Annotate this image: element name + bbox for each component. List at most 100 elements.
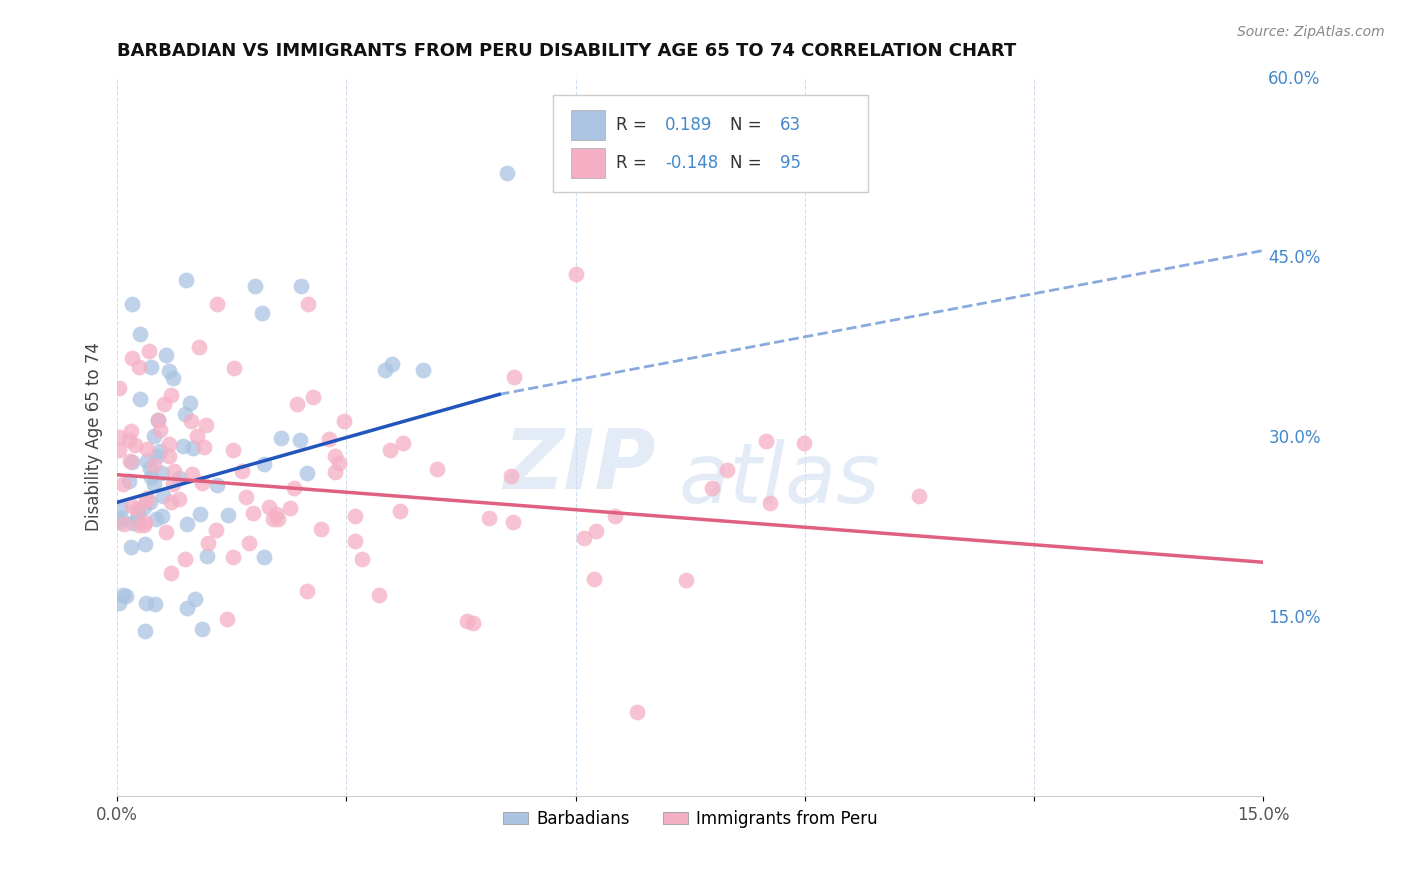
Point xyxy=(174,273,197,287)
Y-axis label: Disability Age 65 to 74: Disability Age 65 to 74 xyxy=(86,342,103,531)
Point xyxy=(716,463,738,477)
Point xyxy=(139,460,162,475)
Point xyxy=(181,467,204,482)
Point xyxy=(146,413,169,427)
Point xyxy=(148,413,170,427)
Point xyxy=(323,465,346,479)
Point xyxy=(290,279,312,293)
Point xyxy=(323,449,346,463)
Point xyxy=(188,507,211,521)
Point xyxy=(257,500,280,514)
Point xyxy=(120,541,142,555)
Point xyxy=(328,456,350,470)
Point xyxy=(110,511,132,525)
Point xyxy=(270,431,292,445)
Point xyxy=(134,537,156,551)
Point xyxy=(129,327,152,342)
Text: N =: N = xyxy=(730,154,768,172)
Point xyxy=(759,496,782,510)
Legend: Barbadians, Immigrants from Peru: Barbadians, Immigrants from Peru xyxy=(496,803,884,835)
Point xyxy=(152,509,174,524)
Point xyxy=(179,396,201,410)
Point xyxy=(381,358,404,372)
Point xyxy=(380,443,402,458)
Point xyxy=(162,477,184,491)
Point xyxy=(121,499,143,513)
Text: 95: 95 xyxy=(780,154,800,172)
Point xyxy=(368,589,391,603)
Point xyxy=(160,566,183,581)
Point xyxy=(235,491,257,505)
Point xyxy=(499,468,522,483)
Point xyxy=(132,517,155,532)
Point xyxy=(290,434,312,448)
Point xyxy=(129,392,152,407)
Point xyxy=(127,505,149,519)
Point xyxy=(124,438,146,452)
Point xyxy=(139,359,162,374)
Point xyxy=(238,535,260,549)
Point xyxy=(572,531,595,545)
Point xyxy=(149,423,172,437)
Point xyxy=(374,363,396,377)
Point xyxy=(108,381,131,395)
Point xyxy=(132,500,155,514)
Point xyxy=(350,551,373,566)
Point xyxy=(267,512,290,526)
Point xyxy=(496,165,519,179)
Point xyxy=(295,584,318,599)
Text: -0.148: -0.148 xyxy=(665,154,718,172)
Point xyxy=(180,414,202,428)
Point xyxy=(176,601,198,615)
Point xyxy=(205,297,228,311)
Point xyxy=(478,511,501,525)
FancyBboxPatch shape xyxy=(553,95,868,192)
Point xyxy=(231,464,253,478)
Point xyxy=(318,432,340,446)
Point xyxy=(333,414,356,428)
Point xyxy=(283,482,305,496)
Point xyxy=(107,516,129,530)
Text: BARBADIAN VS IMMIGRANTS FROM PERU DISABILITY AGE 65 TO 74 CORRELATION CHART: BARBADIAN VS IMMIGRANTS FROM PERU DISABI… xyxy=(117,42,1017,60)
Point xyxy=(461,616,484,631)
Point xyxy=(159,495,181,509)
Point xyxy=(626,705,648,719)
Point xyxy=(162,370,184,384)
Point xyxy=(311,522,333,536)
Point xyxy=(110,500,132,515)
Point xyxy=(157,436,180,450)
Point xyxy=(285,397,308,411)
Point xyxy=(146,449,169,463)
Point xyxy=(135,491,157,505)
Point xyxy=(155,524,177,539)
Point xyxy=(160,387,183,401)
Point xyxy=(344,533,367,548)
Point xyxy=(118,454,141,468)
Point xyxy=(107,443,129,458)
Text: ZIP: ZIP xyxy=(503,425,655,506)
Point xyxy=(120,425,142,439)
Point xyxy=(143,476,166,491)
Point xyxy=(108,430,131,444)
Text: N =: N = xyxy=(730,116,768,134)
Point xyxy=(143,458,166,472)
Point xyxy=(118,434,141,448)
Point xyxy=(134,515,156,529)
Point xyxy=(122,516,145,531)
Point xyxy=(262,512,284,526)
Point xyxy=(152,466,174,480)
Point xyxy=(193,440,215,454)
Point xyxy=(141,470,163,484)
Point xyxy=(205,478,228,492)
Point xyxy=(128,517,150,532)
Point xyxy=(793,436,815,450)
Point xyxy=(138,344,160,359)
Point xyxy=(135,493,157,508)
Point xyxy=(583,572,606,586)
Point xyxy=(250,306,273,320)
Point xyxy=(221,443,243,458)
Point xyxy=(145,512,167,526)
Point xyxy=(224,361,246,376)
Point xyxy=(155,348,177,362)
Point xyxy=(755,434,778,449)
